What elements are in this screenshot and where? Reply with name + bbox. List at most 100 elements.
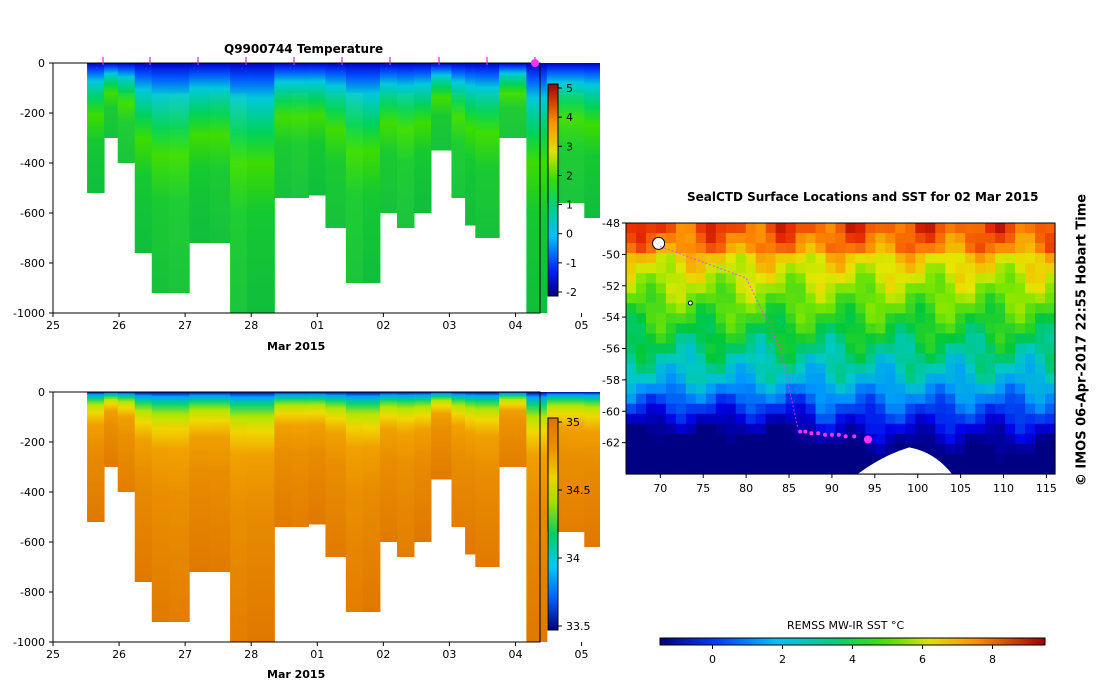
sst-cell (855, 443, 867, 455)
sst-cell (825, 303, 837, 314)
sst-cell (925, 413, 936, 425)
profile-column (104, 392, 119, 467)
sst-cell (665, 303, 677, 314)
sst-cell (925, 383, 936, 395)
profile-shade (151, 93, 170, 293)
sst-cell (705, 413, 717, 425)
sst-cell (735, 403, 747, 415)
sst-cell (885, 233, 896, 244)
sst-cell (945, 403, 956, 415)
sst-cell (835, 303, 847, 314)
sst-cell (985, 353, 996, 365)
sst-cell (895, 263, 906, 274)
sst-cell (855, 403, 867, 415)
sst-cell (765, 423, 777, 435)
profile-column (499, 392, 527, 467)
sst-cell (825, 373, 837, 385)
sst-cell (675, 433, 687, 445)
sst-cell (945, 333, 956, 345)
map-x-tick-label: 95 (868, 482, 882, 495)
sst-cell (935, 223, 946, 234)
sst-cell (975, 383, 986, 395)
sst-cell (1015, 353, 1026, 365)
seal-location-point (816, 431, 821, 436)
colorbar-tick-label: 5 (566, 82, 573, 95)
sst-cell (995, 463, 1006, 475)
sst-cell (635, 443, 647, 455)
sst-cell (955, 253, 966, 264)
sst-cell (875, 403, 886, 415)
sst-cell (925, 363, 936, 375)
sst-cell (995, 433, 1006, 445)
sst-cell (685, 433, 697, 445)
sst-cell (645, 303, 657, 314)
profile-column (117, 63, 136, 163)
sst-cell (1035, 273, 1046, 284)
sst-cell (815, 233, 827, 244)
sst-cell (785, 293, 797, 304)
sst-cell (905, 283, 916, 294)
sst-cell (765, 393, 777, 405)
sst-cell (945, 373, 956, 385)
sst-cell (785, 403, 797, 415)
sst-cell (845, 383, 857, 395)
sst-cell (735, 263, 747, 274)
x-tick-label: 05 (575, 319, 589, 332)
sst-cell (635, 393, 647, 405)
sst-cell (875, 443, 886, 455)
sst-cell (945, 423, 956, 435)
sst-cell (865, 243, 877, 254)
sst-cell (715, 453, 727, 465)
sst-cell (935, 233, 946, 244)
sst-cell (975, 423, 986, 435)
sst-cell (725, 343, 737, 355)
sst-cell (755, 343, 767, 355)
sst-cell (655, 253, 667, 264)
sst-cell (705, 463, 717, 475)
sst-cell (855, 393, 867, 405)
sst-cell (775, 263, 787, 274)
sst-cell (675, 383, 687, 395)
sst-cell (1035, 463, 1046, 475)
sst-cell (965, 463, 976, 475)
sst-cell (885, 423, 896, 435)
sst-cell (785, 373, 797, 385)
sst-cell (715, 223, 727, 234)
sst-cell (735, 343, 747, 355)
sst-cell (1015, 423, 1026, 435)
sst-cell (975, 313, 986, 324)
sst-cell (845, 263, 857, 274)
sst-cell (1035, 333, 1046, 345)
sst-cell (825, 223, 837, 234)
map-y-tick-label: -62 (602, 437, 620, 450)
sst-cell (945, 463, 956, 475)
sst-cell (965, 393, 976, 405)
sst-cell (845, 223, 857, 234)
sst-cell (685, 443, 697, 455)
sst-cell (745, 463, 757, 475)
sst-cell (725, 383, 737, 395)
sst-cell (865, 393, 877, 405)
temperature-chart-title: Q9900744 Temperature (224, 42, 384, 56)
sst-cell (635, 223, 647, 234)
sst-cell (985, 373, 996, 385)
sst-cell (845, 413, 857, 425)
sst-cell (1025, 283, 1036, 294)
profile-column (431, 63, 452, 151)
sst-cell (695, 253, 707, 264)
sst-cell (715, 433, 727, 445)
sst-cell (665, 333, 677, 345)
sst-cell (755, 253, 767, 264)
sst-cell (1045, 293, 1056, 304)
sst-cell (685, 233, 697, 244)
sst-cell (645, 433, 657, 445)
sst-cell (755, 353, 767, 365)
sst-cell (865, 293, 877, 304)
sst-cell (855, 333, 867, 345)
sst-cell (705, 233, 717, 244)
x-tick-label: 05 (575, 648, 589, 661)
sst-cell (705, 383, 717, 395)
sst-cell (865, 273, 877, 284)
sst-cell (635, 343, 647, 355)
sst-cell (985, 403, 996, 415)
